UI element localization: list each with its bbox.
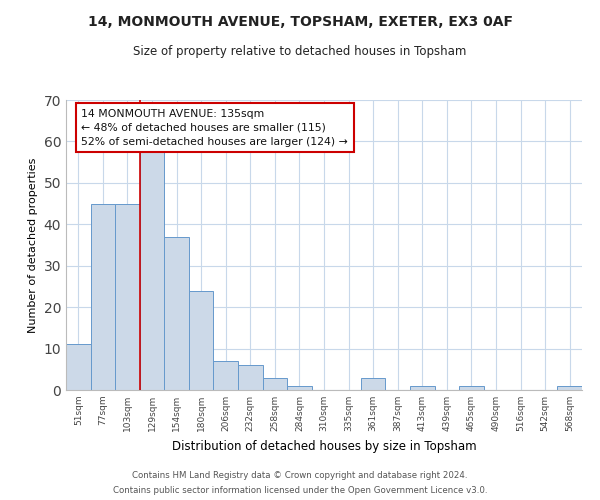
Bar [140, 150, 164, 390]
Bar [164, 236, 189, 390]
Bar [214, 361, 238, 390]
Bar [115, 204, 140, 390]
Bar [361, 378, 385, 390]
Text: 14, MONMOUTH AVENUE, TOPSHAM, EXETER, EX3 0AF: 14, MONMOUTH AVENUE, TOPSHAM, EXETER, EX… [88, 15, 512, 29]
Text: 14 MONMOUTH AVENUE: 135sqm
← 48% of detached houses are smaller (115)
52% of sem: 14 MONMOUTH AVENUE: 135sqm ← 48% of deta… [82, 108, 348, 146]
Bar [91, 204, 115, 390]
Bar [263, 378, 287, 390]
Bar [459, 386, 484, 390]
Bar [557, 386, 582, 390]
Bar [287, 386, 312, 390]
Bar [410, 386, 434, 390]
Bar [238, 365, 263, 390]
Y-axis label: Number of detached properties: Number of detached properties [28, 158, 38, 332]
X-axis label: Distribution of detached houses by size in Topsham: Distribution of detached houses by size … [172, 440, 476, 452]
Text: Contains HM Land Registry data © Crown copyright and database right 2024.: Contains HM Land Registry data © Crown c… [132, 471, 468, 480]
Text: Contains public sector information licensed under the Open Government Licence v3: Contains public sector information licen… [113, 486, 487, 495]
Bar [66, 344, 91, 390]
Text: Size of property relative to detached houses in Topsham: Size of property relative to detached ho… [133, 45, 467, 58]
Bar [189, 290, 214, 390]
